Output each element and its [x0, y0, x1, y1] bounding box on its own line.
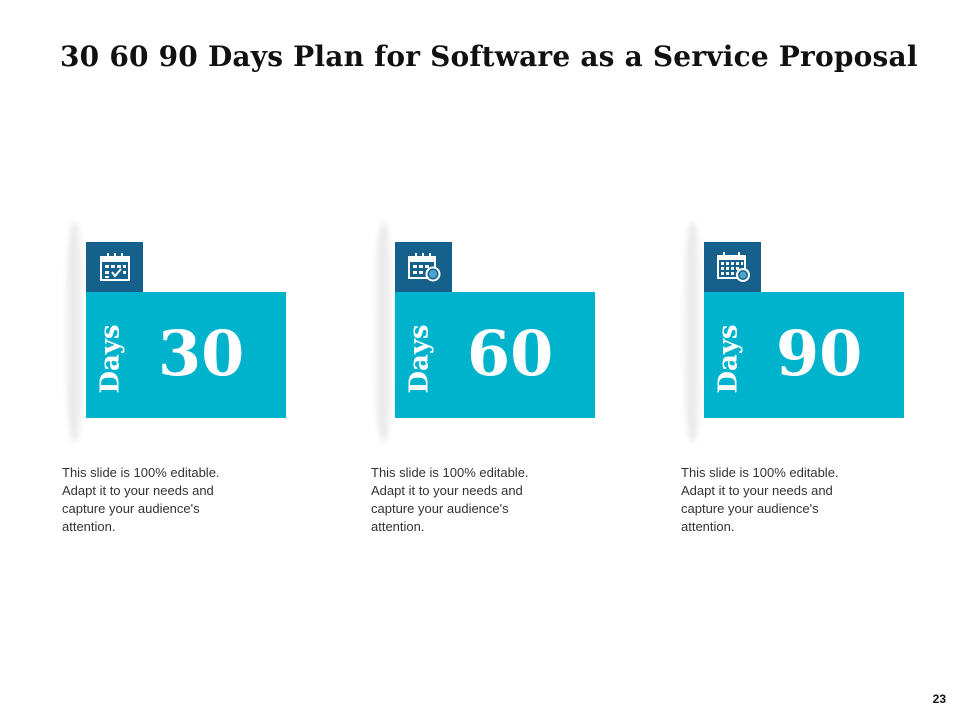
- days-label: Days: [714, 324, 745, 394]
- page-number: 23: [932, 692, 946, 706]
- card-shadow: [373, 222, 395, 442]
- card-description: This slide is 100% editable. Adapt it to…: [681, 465, 839, 534]
- calendar-check-icon: [99, 253, 130, 281]
- card-description: This slide is 100% editable. Adapt it to…: [371, 465, 529, 534]
- days-panel: Days 90: [704, 292, 904, 418]
- plan-card-30: Days 30: [64, 222, 294, 442]
- card-shadow: [682, 222, 704, 442]
- days-label: Days: [405, 324, 436, 394]
- card-icon-box: [395, 242, 452, 292]
- days-number: 30: [158, 317, 245, 390]
- days-label: Days: [96, 324, 127, 394]
- slide-title: 30 60 90 Days Plan for Software as a Ser…: [60, 40, 918, 73]
- days-number: 60: [467, 317, 554, 390]
- days-panel: Days 60: [395, 292, 595, 418]
- card-icon-box: [704, 242, 761, 292]
- days-panel: Days 30: [86, 292, 286, 418]
- calendar-clock-icon: [407, 253, 440, 282]
- plan-card-90: Days 90: [682, 222, 912, 442]
- plan-card-60: Days 60: [373, 222, 603, 442]
- card-icon-box: [86, 242, 143, 292]
- days-number: 90: [776, 317, 863, 390]
- card-shadow: [64, 222, 86, 442]
- card-description: This slide is 100% editable. Adapt it to…: [62, 465, 220, 534]
- calendar-grid-icon: [716, 252, 750, 282]
